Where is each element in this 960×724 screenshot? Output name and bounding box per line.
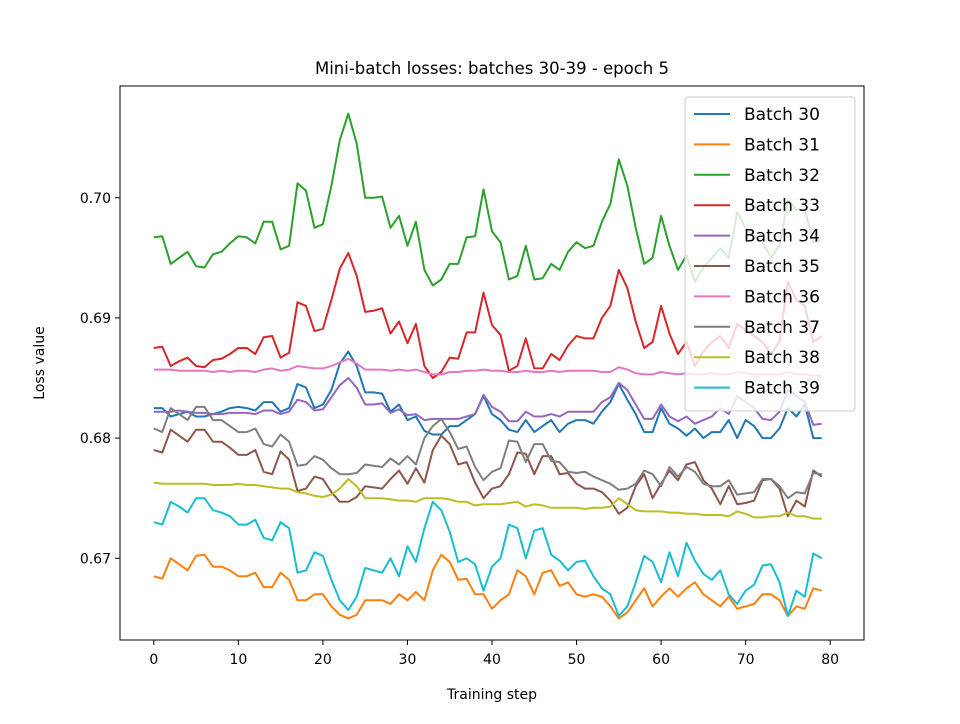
x-tick-label: 70 (737, 652, 755, 668)
legend-entry-label: Batch 37 (744, 318, 820, 338)
y-tick-label: 0.70 (80, 191, 111, 207)
series-line-9 (153, 478, 822, 520)
x-tick-label: 80 (821, 652, 839, 668)
series-line-6 (153, 428, 823, 518)
series-line-8 (153, 405, 822, 500)
y-tick-label: 0.68 (80, 431, 111, 447)
legend-entry-label: Batch 34 (744, 227, 820, 247)
x-tick-label: 30 (399, 652, 417, 668)
legend-entry-label: Batch 33 (744, 196, 820, 216)
legend-entry-label: Batch 39 (744, 379, 820, 399)
legend-entry-label: Batch 31 (744, 135, 820, 155)
x-axis: 0 10 20 30 40 50 60 70 80 (149, 640, 839, 668)
legend-entry-label: Batch 35 (744, 257, 820, 277)
series-line-5 (153, 377, 822, 426)
chart-title: Mini-batch losses: batches 30-39 - epoch… (315, 59, 669, 78)
legend-entry-label: Batch 32 (744, 166, 820, 186)
series-line-2 (153, 553, 822, 620)
y-axis-label: Loss value (32, 326, 48, 399)
series-line-1 (153, 350, 822, 440)
legend: Batch 30 Batch 31 Batch 32 Batch 33 Batch 34… (684, 96, 856, 412)
legend-entry-label: Batch 30 (744, 105, 820, 125)
y-tick-label: 0.67 (80, 551, 111, 567)
x-tick-label: 0 (149, 652, 158, 668)
y-axis: 0.67 0.68 0.69 0.70 (80, 191, 120, 567)
x-axis-label: Training step (446, 687, 537, 703)
x-tick-label: 50 (568, 652, 586, 668)
legend-entry-label: Batch 38 (744, 348, 820, 368)
x-tick-label: 40 (483, 652, 501, 668)
x-tick-label: 10 (229, 652, 247, 668)
series-line-10 (153, 497, 823, 617)
legend-entry-label: Batch 36 (744, 287, 820, 307)
x-tick-label: 60 (652, 652, 670, 668)
y-tick-label: 0.69 (80, 311, 111, 327)
x-tick-label: 20 (314, 652, 332, 668)
